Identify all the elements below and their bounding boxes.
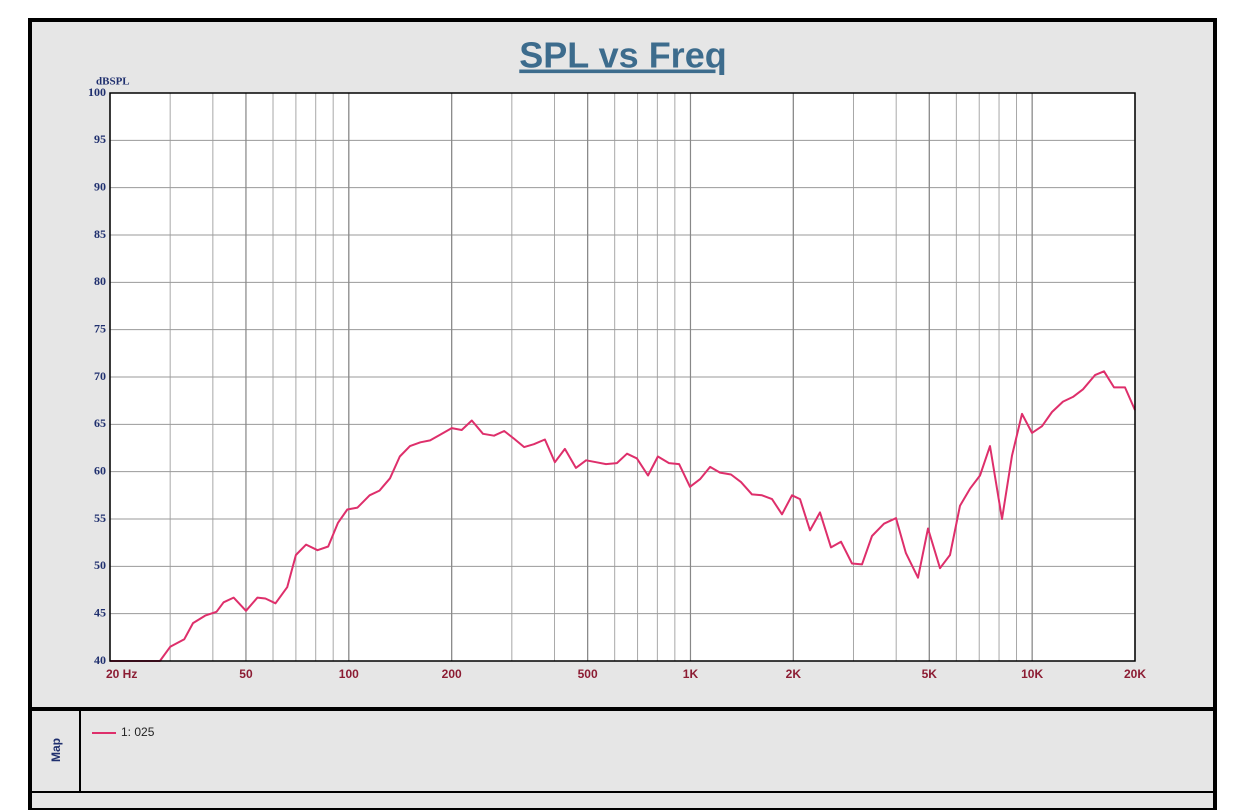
x-tick-label: 20K (1124, 667, 1146, 681)
y-tick-label: 55 (94, 511, 106, 525)
legend-title: Map (49, 738, 63, 762)
x-tick-label: 1K (683, 667, 699, 681)
x-tick-label: 2K (786, 667, 802, 681)
x-tick-label: 200 (442, 667, 462, 681)
y-tick-label: 90 (94, 179, 106, 193)
x-tick-label: 100 (339, 667, 359, 681)
chart-title: SPL vs Freq (519, 35, 726, 76)
marks (110, 370, 1136, 662)
y-tick-label: 50 (94, 558, 106, 572)
x-tick-label: 20 Hz (106, 667, 137, 681)
x-tick-label: 5K (922, 667, 938, 681)
x-tick-label: 10K (1021, 667, 1043, 681)
x-tick-label: 500 (578, 667, 598, 681)
y-tick-label: 65 (94, 416, 106, 430)
x-tick-label: 50 (239, 667, 253, 681)
legend-label: 1: 025 (121, 725, 155, 739)
y-tick-label: 85 (94, 227, 106, 241)
y-tick-label: 70 (94, 369, 106, 383)
y-axis-label: dBSPL (96, 76, 130, 88)
y-tick-label: 45 (94, 605, 106, 619)
y-tick-label: 40 (94, 653, 106, 667)
y-tick-label: 75 (94, 321, 106, 335)
y-tick-label: 60 (94, 463, 106, 477)
y-tick-label: 80 (94, 274, 106, 288)
plot-border (109, 92, 1136, 662)
series-line (110, 370, 1136, 662)
y-tick-label: 95 (94, 132, 106, 146)
y-tick-label: 100 (88, 85, 106, 99)
